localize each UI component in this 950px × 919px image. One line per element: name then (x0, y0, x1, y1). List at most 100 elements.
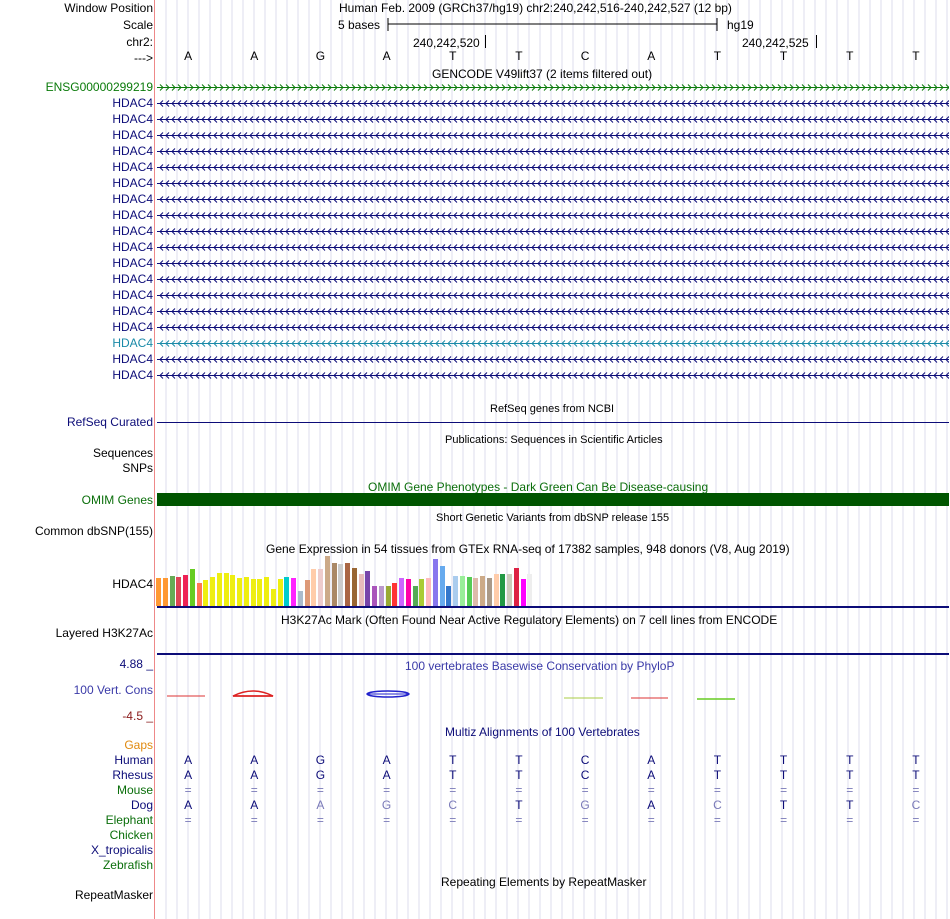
gtex-tissue-bar[interactable] (291, 577, 296, 606)
gencode-transcript-line[interactable] (157, 82, 949, 93)
gtex-tissue-bar[interactable] (405, 579, 411, 606)
gtex-track-title[interactable]: Gene Expression in 54 tissues from GTEx … (266, 542, 790, 556)
gtex-tissue-bar[interactable] (162, 577, 168, 606)
gencode-transcript-line[interactable] (157, 242, 949, 253)
omim-feature-bar[interactable] (157, 493, 949, 506)
gencode-item-label[interactable]: HDAC4 (112, 352, 153, 366)
gtex-tissue-bar[interactable] (210, 576, 215, 606)
gencode-item-label[interactable]: HDAC4 (112, 272, 153, 286)
gtex-tissue-bar[interactable] (385, 586, 391, 606)
gencode-transcript-line[interactable] (157, 290, 949, 301)
gtex-tissue-bar[interactable] (527, 574, 533, 606)
gencode-item-label[interactable]: HDAC4 (112, 192, 153, 206)
multiz-species-label[interactable]: Rhesus (112, 768, 153, 782)
gtex-tissue-bar[interactable] (432, 559, 438, 606)
gtex-tissue-bar[interactable] (378, 586, 384, 606)
gencode-item-label[interactable]: HDAC4 (112, 96, 153, 110)
gtex-tissue-bar[interactable] (270, 589, 276, 606)
gencode-transcript-line[interactable] (157, 162, 949, 173)
gencode-transcript-line[interactable] (157, 354, 949, 365)
gtex-tissue-bar[interactable] (345, 562, 350, 606)
gtex-tissue-bar[interactable] (284, 576, 290, 606)
gencode-item-label[interactable]: HDAC4 (112, 336, 153, 350)
gtex-tissue-bar[interactable] (392, 582, 398, 606)
gtex-tissue-bar[interactable] (486, 577, 492, 606)
gencode-transcript-line[interactable] (157, 322, 949, 333)
gtex-tissue-bar[interactable] (223, 572, 229, 606)
gtex-tissue-bar[interactable] (520, 579, 526, 606)
refseq-track-title[interactable]: RefSeq genes from NCBI (490, 403, 615, 415)
multiz-species-label[interactable]: Human (114, 753, 153, 767)
multiz-species-label[interactable]: X_tropicalis (90, 843, 153, 857)
gencode-track-title[interactable]: GENCODE V49lift37 (2 items filtered out) (432, 67, 653, 81)
gtex-tissue-bar[interactable] (419, 579, 425, 606)
gtex-tissue-bar[interactable] (304, 580, 310, 606)
gtex-tissue-bar[interactable] (399, 577, 404, 606)
publications-track-title[interactable]: Publications: Sequences in Scientific Ar… (445, 434, 663, 446)
gtex-tissue-bar[interactable] (453, 576, 458, 606)
gtex-tissue-bar[interactable] (318, 569, 323, 606)
gencode-item-label[interactable]: HDAC4 (112, 288, 153, 302)
gencode-transcript-line[interactable] (157, 338, 949, 349)
gencode-item-label[interactable]: HDAC4 (112, 208, 153, 222)
gtex-tissue-bar[interactable] (216, 572, 222, 606)
gtex-tissue-bar[interactable] (277, 579, 283, 606)
gencode-item-label[interactable]: HDAC4 (112, 176, 153, 190)
repeatmasker-track-title[interactable]: Repeating Elements by RepeatMasker (441, 875, 647, 889)
gtex-tissue-bar[interactable] (203, 580, 209, 606)
gtex-tissue-bar[interactable] (264, 576, 269, 606)
gtex-tissue-bar[interactable] (297, 591, 303, 606)
gencode-transcript-line[interactable] (157, 258, 949, 269)
sequences-label[interactable]: Sequences (92, 446, 153, 460)
gtex-tissue-bar[interactable] (257, 578, 263, 606)
gencode-item-label[interactable]: HDAC4 (112, 256, 153, 270)
gtex-tissue-bar[interactable] (459, 576, 465, 606)
gtex-tissue-bar[interactable] (189, 568, 195, 606)
gencode-item-label[interactable]: HDAC4 (112, 128, 153, 142)
gtex-tissue-bar[interactable] (439, 566, 445, 606)
gencode-item-label[interactable]: HDAC4 (112, 304, 153, 318)
refseq-label[interactable]: RefSeq Curated (66, 415, 153, 429)
omim-track-title[interactable]: OMIM Gene Phenotypes - Dark Green Can Be… (368, 480, 709, 494)
phylop-signal[interactable] (157, 684, 949, 706)
gencode-item-label[interactable]: ENSG00000299219 (45, 80, 153, 94)
snps-label[interactable]: SNPs (122, 461, 153, 475)
gtex-tissue-bar[interactable] (338, 564, 344, 606)
multiz-species-label[interactable]: Zebrafish (102, 858, 153, 872)
gtex-tissue-bar[interactable] (176, 576, 182, 606)
gtex-tissue-bar[interactable] (324, 556, 330, 606)
gtex-tissue-bar[interactable] (473, 577, 479, 606)
multiz-species-label[interactable]: Dog (130, 798, 153, 812)
gtex-tissue-bar[interactable] (513, 567, 519, 606)
multiz-species-label[interactable]: Elephant (105, 813, 153, 827)
gtex-tissue-bar[interactable] (480, 576, 485, 606)
gtex-tissue-bar[interactable] (237, 577, 242, 606)
gencode-transcript-line[interactable] (157, 226, 949, 237)
dbsnp-label[interactable]: Common dbSNP(155) (34, 524, 153, 538)
gtex-tissue-bar[interactable] (169, 576, 175, 606)
gencode-transcript-line[interactable] (157, 130, 949, 141)
gencode-transcript-line[interactable] (157, 194, 949, 205)
gtex-tissue-bar[interactable] (351, 567, 357, 606)
gtex-tissue-bar[interactable] (311, 568, 317, 606)
gencode-transcript-line[interactable] (157, 114, 949, 125)
gencode-item-label[interactable]: HDAC4 (112, 160, 153, 174)
gtex-tissue-bar[interactable] (196, 582, 202, 606)
gencode-transcript-line[interactable] (157, 306, 949, 317)
phylop-track-title[interactable]: 100 vertebrates Basewise Conservation by… (405, 659, 675, 673)
gtex-tissue-bar[interactable] (507, 574, 512, 606)
dbsnp-track-title[interactable]: Short Genetic Variants from dbSNP releas… (436, 512, 670, 524)
multiz-track-title[interactable]: Multiz Alignments of 100 Vertebrates (445, 725, 640, 739)
gencode-item-label[interactable]: HDAC4 (112, 368, 153, 382)
gencode-transcript-line[interactable] (157, 98, 949, 109)
strand-arrow-label[interactable]: ---> (134, 51, 153, 65)
gtex-tissue-bar[interactable] (230, 575, 236, 606)
gencode-transcript-line[interactable] (157, 178, 949, 189)
gtex-tissue-bar[interactable] (156, 577, 161, 606)
gencode-transcript-line[interactable] (157, 146, 949, 157)
gencode-transcript-line[interactable] (157, 274, 949, 285)
gtex-tissue-bar[interactable] (446, 586, 452, 606)
gencode-transcript-line[interactable] (157, 370, 949, 381)
repeatmasker-label[interactable]: RepeatMasker (74, 888, 153, 902)
gtex-tissue-bar[interactable] (426, 577, 431, 606)
